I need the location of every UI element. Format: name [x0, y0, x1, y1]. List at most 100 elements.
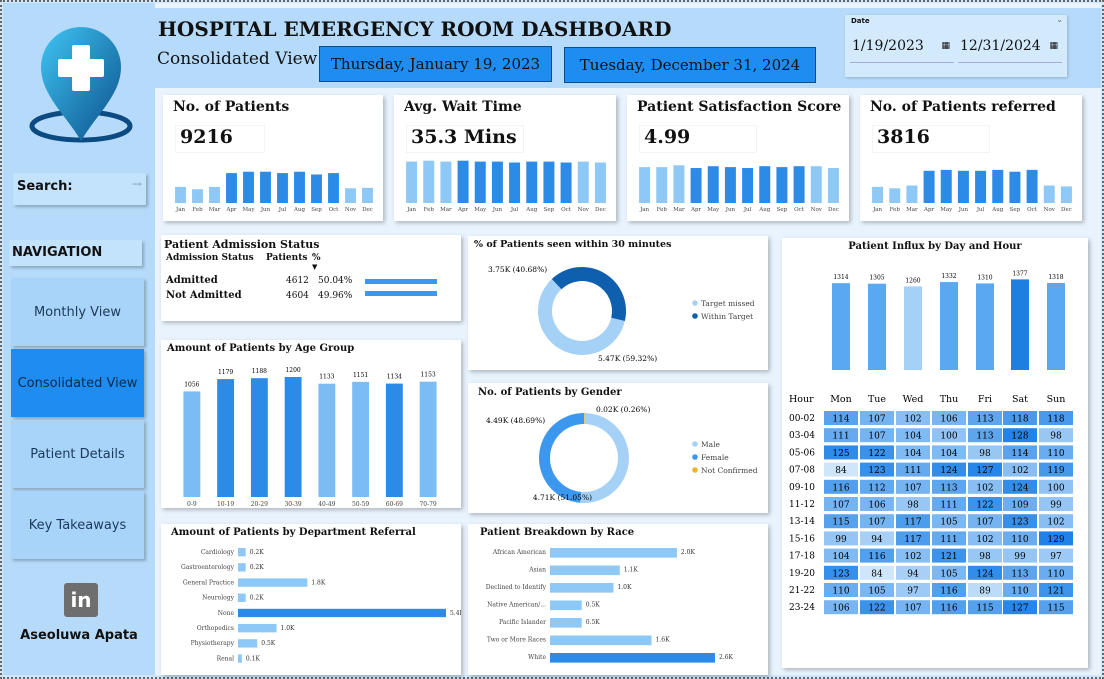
heatmap-cell — [896, 479, 930, 494]
navigation-heading: NAVIGATION — [9, 240, 142, 266]
heatmap-cell — [1003, 514, 1037, 529]
age-bar — [419, 381, 437, 497]
donut-slice — [580, 413, 629, 503]
kpi-bar — [277, 173, 288, 203]
heatmap-cell-value: 102 — [1011, 466, 1028, 476]
heatmap-cell — [896, 445, 930, 460]
heatmap-cell — [932, 428, 966, 443]
kpi-bar — [423, 160, 435, 203]
hbar-value-label: 0.5K — [586, 602, 601, 609]
kpi-card-wait-time: Avg. Wait Time 35.3 Mins Jan Feb Mar Apr May… — [394, 95, 616, 221]
linkedin-icon[interactable]: in — [64, 583, 98, 617]
heatmap-cell — [1003, 445, 1037, 460]
age-tick-label: 20-29 — [251, 501, 268, 508]
hbar-category-label: None — [218, 610, 235, 617]
admission-bar — [365, 279, 438, 284]
heatmap-cell-value: 110 — [1047, 569, 1064, 579]
card-title: Patient Influx by Day and Hour — [848, 241, 1022, 252]
kpi-month-label: Oct — [329, 207, 340, 213]
heatmap-cell — [1003, 600, 1037, 615]
heatmap-cell-value: 102 — [976, 483, 993, 493]
legend-dot — [692, 467, 698, 473]
kpi-month-label: Sep — [1010, 207, 1021, 213]
heatmap-row-label: 21-22 — [789, 586, 815, 596]
kpi-month-label: Apr — [690, 207, 701, 213]
hbar-category-label: Declined to Identify — [486, 584, 547, 591]
nav-monthly-view[interactable]: Monthly View — [11, 278, 144, 346]
donut-slice-label: 0.02K (0.26%) — [596, 405, 650, 414]
search-box[interactable]: Search: → — [13, 173, 146, 205]
heatmap-cell-value: 105 — [940, 569, 957, 579]
kpi-month-label: Feb — [657, 207, 668, 213]
search-arrow-icon[interactable]: → — [131, 177, 142, 191]
kpi-month-label: Nov — [345, 207, 357, 213]
kpi-month-label: May — [242, 207, 255, 213]
heatmap-cell — [932, 462, 966, 477]
main-area: HOSPITAL EMERGENCY ROOM DASHBOARD Consol… — [155, 3, 1101, 675]
heatmap-cell-value: 98 — [907, 501, 919, 511]
kpi-card-referred: No. of Patients referred 3816 Jan Feb Mar A… — [860, 95, 1082, 221]
hbar-category-label: General Practice — [183, 579, 235, 586]
hbar-value-label: 0.5K — [586, 619, 601, 626]
hbar — [238, 563, 246, 572]
heatmap-cell-value: 129 — [1047, 535, 1064, 545]
legend-dot — [692, 454, 698, 460]
hbar-category-label: Renal — [217, 655, 235, 662]
admission-row-count: 4612 — [286, 276, 309, 286]
kpi-bar — [594, 162, 606, 203]
heatmap-cell — [860, 479, 894, 494]
heatmap-cell — [1039, 514, 1073, 529]
kpi-bar — [543, 161, 555, 203]
date-to-input[interactable]: 12/31/2024 ▦ — [958, 29, 1062, 63]
hbar-category-label: Native American/... — [487, 602, 546, 609]
kpi-title: Avg. Wait Time — [404, 99, 522, 115]
hbar-category-label: White — [528, 654, 546, 661]
kpi-month-label: Feb — [192, 207, 203, 213]
heatmap-col-header: Sun — [1047, 394, 1066, 405]
calendar-icon[interactable]: ▦ — [941, 41, 950, 51]
heatmap-cell — [968, 583, 1002, 597]
heatmap-cell — [824, 548, 858, 563]
heatmap-cell-value: 123 — [832, 569, 849, 579]
age-tick-label: 30-39 — [284, 501, 301, 508]
hbar-value-label: 2.0K — [681, 549, 696, 556]
kpi-month-label: Jul — [278, 207, 287, 213]
heatmap-cell-value: 116 — [832, 483, 849, 493]
kpi-bar — [690, 168, 702, 203]
heatmap-row-label: 07-08 — [789, 466, 815, 476]
slicer-chevron-icon[interactable]: ⌄ — [1056, 15, 1063, 24]
sort-desc-icon[interactable]: ▼ — [312, 263, 318, 271]
heatmap-cell-value: 125 — [832, 449, 849, 459]
hbar-value-label: 0.2K — [250, 595, 265, 602]
heatmap-cell-value: 98 — [979, 552, 991, 562]
kpi-bar — [673, 165, 685, 203]
heatmap-cell — [1003, 497, 1037, 511]
card-title: Amount of Patients by Age Group — [167, 343, 355, 354]
hbar-value-label: 1.1K — [624, 567, 639, 574]
date-from-input[interactable]: 1/19/2023 ▦ — [850, 29, 954, 63]
calendar-icon[interactable]: ▦ — [1049, 41, 1058, 51]
heatmap-cell — [896, 548, 930, 563]
kpi-bar — [827, 168, 839, 203]
kpi-bar — [975, 170, 987, 203]
kpi-bar — [491, 161, 503, 203]
heatmap-cell — [860, 514, 894, 529]
donut-slice — [539, 413, 585, 503]
kpi-month-label: Oct — [794, 207, 805, 213]
kpi-month-label: Jan — [175, 207, 185, 213]
heatmap-cell-value: 117 — [904, 535, 921, 545]
nav-consolidated-view[interactable]: Consolidated View — [11, 349, 144, 417]
nav-key-takeaways[interactable]: Key Takeaways — [11, 491, 144, 559]
heatmap-cell — [968, 411, 1002, 425]
donut-slice — [538, 279, 625, 355]
kpi-month-label: Jun — [725, 207, 736, 213]
donut-slice — [551, 267, 626, 321]
hbar-value-label: 0.5K — [261, 640, 276, 647]
heatmap-cell-value: 110 — [1011, 587, 1028, 597]
heatmap-cell — [968, 479, 1002, 494]
kpi-title: Patient Satisfaction Score — [637, 99, 842, 115]
date-to-value: 12/31/2024 — [960, 38, 1041, 54]
heatmap-cell-value: 111 — [940, 501, 957, 511]
nav-patient-details[interactable]: Patient Details — [11, 420, 144, 488]
age-tick-label: 70-79 — [419, 501, 436, 508]
